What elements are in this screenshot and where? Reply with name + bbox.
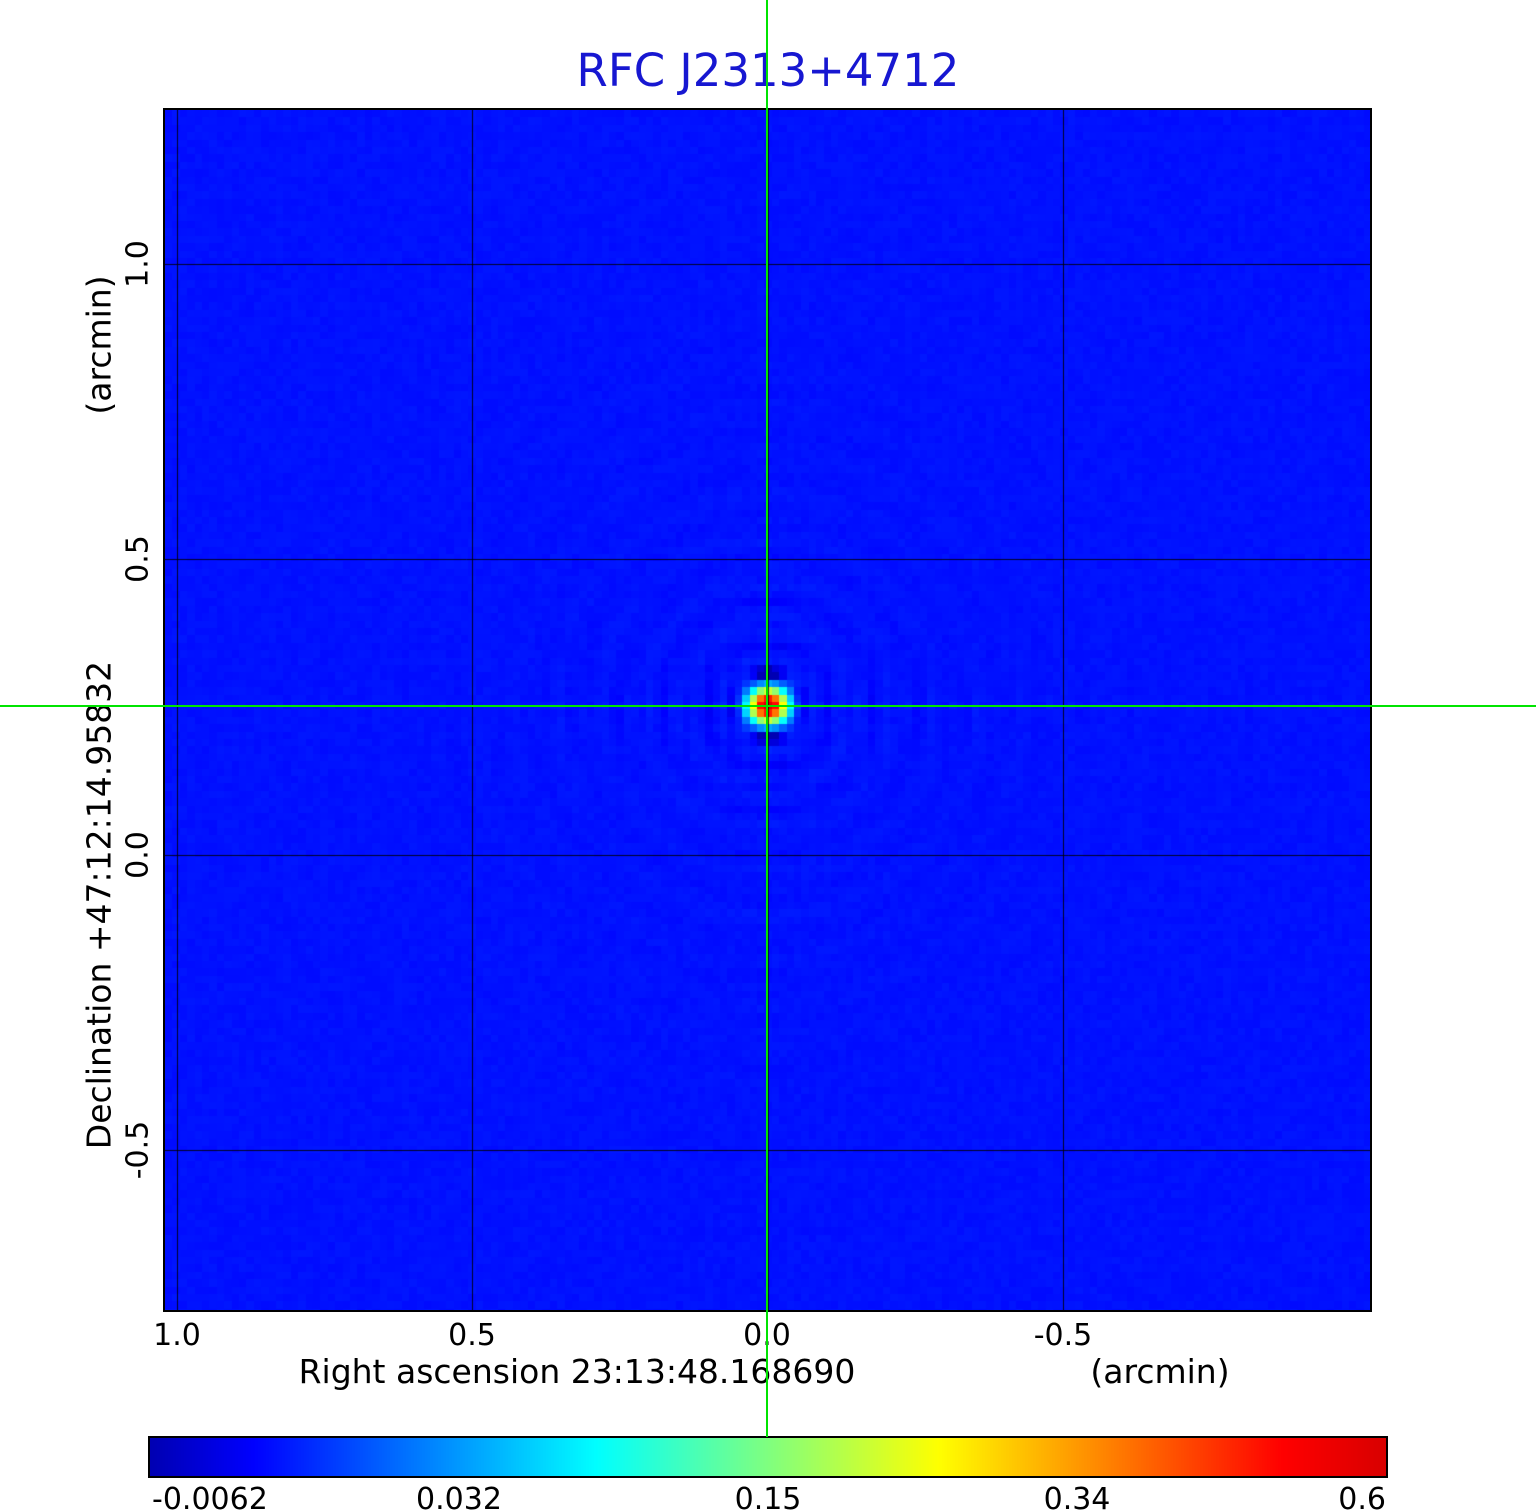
x-tick-label: 1.0 <box>153 1318 201 1353</box>
colorbar-tick-label: -0.0062 <box>152 1482 268 1511</box>
y-axis-unit-label: (arcmin) <box>79 275 119 415</box>
figure-title: RFC J2313+4712 <box>576 44 960 97</box>
y-axis-label: Declination +47:12:14.95832 <box>79 660 119 1150</box>
colorbar-tick-label: 0.6 <box>1338 1482 1386 1511</box>
y-tick-label: 0.0 <box>120 831 156 879</box>
x-tick-label: -0.5 <box>1033 1318 1093 1353</box>
y-tick-label: -0.5 <box>120 1120 156 1180</box>
crosshair-vertical-line <box>766 0 768 1437</box>
crosshair-horizontal-line <box>0 705 1536 707</box>
colorbar-tick-label: 0.34 <box>1043 1482 1111 1511</box>
x-axis-label: Right ascension 23:13:48.168690 <box>298 1352 856 1391</box>
colorbar <box>148 1436 1388 1478</box>
y-tick-label: 1.0 <box>120 240 156 288</box>
x-axis-unit-label: (arcmin) <box>1090 1352 1230 1391</box>
x-tick-label: 0.5 <box>448 1318 496 1353</box>
y-tick-label: 0.5 <box>120 535 156 583</box>
colorbar-tick-label: 0.032 <box>416 1482 502 1511</box>
colorbar-tick-label: 0.15 <box>734 1482 802 1511</box>
